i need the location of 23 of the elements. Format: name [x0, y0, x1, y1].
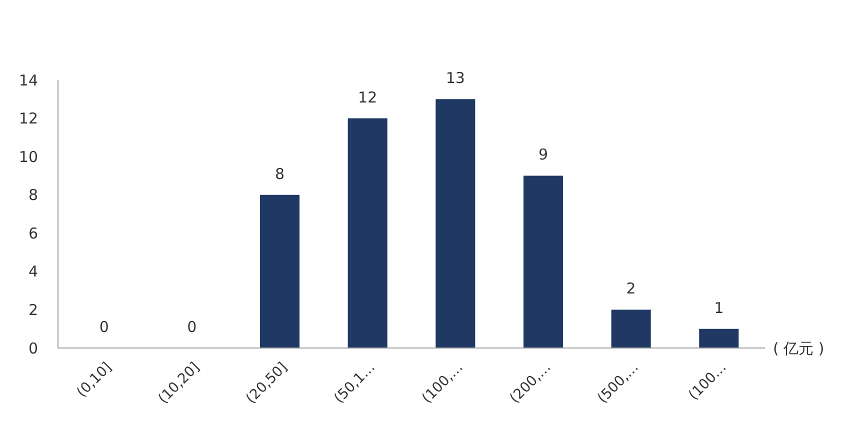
y-tick-label: 14: [18, 71, 38, 90]
data-label: 13: [446, 69, 465, 88]
data-label: 9: [538, 146, 548, 164]
y-tick-label: 8: [28, 186, 38, 204]
bar: [260, 194, 300, 348]
data-label: 0: [99, 318, 109, 336]
bar: [699, 328, 739, 348]
y-tick-label: 12: [18, 110, 38, 128]
bar: [436, 99, 476, 348]
y-tick-label: 4: [28, 262, 38, 281]
bar: [611, 310, 651, 348]
y-tick-label: 0: [28, 339, 38, 358]
bar: [348, 118, 388, 348]
text: ( 亿元 ): [773, 339, 824, 358]
data-label: 1: [714, 298, 724, 317]
data-label: 12: [358, 88, 378, 106]
y-tick-label: 6: [28, 224, 38, 242]
y-tick-label: 10: [18, 148, 38, 166]
bar: [523, 176, 563, 348]
data-label: 2: [626, 280, 636, 298]
data-label: 0: [187, 318, 197, 336]
y-tick-label: 2: [28, 300, 38, 319]
data-label: 8: [274, 164, 285, 183]
